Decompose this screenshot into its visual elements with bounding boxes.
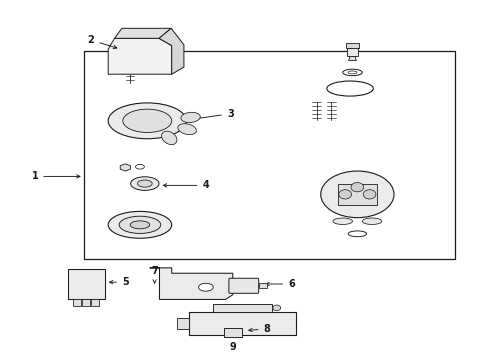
- Bar: [213, 304, 272, 312]
- Ellipse shape: [138, 180, 152, 187]
- Ellipse shape: [108, 103, 186, 139]
- Bar: [84, 51, 455, 259]
- Ellipse shape: [162, 131, 177, 145]
- Ellipse shape: [178, 124, 196, 135]
- Ellipse shape: [130, 221, 150, 229]
- Ellipse shape: [123, 109, 172, 132]
- Ellipse shape: [198, 283, 213, 291]
- Bar: [68, 269, 104, 299]
- Text: 2: 2: [88, 35, 117, 49]
- Bar: [224, 328, 242, 337]
- Text: 9: 9: [229, 342, 236, 352]
- Text: 3: 3: [185, 109, 234, 121]
- Bar: [189, 312, 296, 335]
- Ellipse shape: [108, 211, 172, 238]
- Bar: [338, 184, 377, 205]
- Text: 7: 7: [151, 266, 158, 283]
- Text: 6: 6: [266, 279, 295, 289]
- Ellipse shape: [131, 177, 159, 190]
- Bar: [91, 299, 99, 306]
- Bar: [259, 283, 268, 288]
- Ellipse shape: [321, 171, 394, 218]
- Ellipse shape: [181, 112, 200, 122]
- Polygon shape: [348, 56, 356, 60]
- Ellipse shape: [333, 218, 352, 225]
- Polygon shape: [120, 164, 130, 171]
- Bar: [82, 299, 90, 306]
- Circle shape: [351, 183, 364, 192]
- Circle shape: [339, 190, 351, 199]
- Ellipse shape: [119, 216, 161, 233]
- Polygon shape: [159, 28, 184, 74]
- Text: 4: 4: [163, 180, 209, 190]
- Polygon shape: [108, 39, 172, 74]
- Polygon shape: [115, 28, 171, 39]
- Ellipse shape: [362, 218, 382, 225]
- Bar: [346, 43, 359, 48]
- Polygon shape: [150, 268, 233, 300]
- Circle shape: [273, 305, 281, 311]
- Bar: [176, 318, 189, 329]
- Bar: [74, 299, 81, 306]
- Text: 1: 1: [31, 171, 80, 181]
- Bar: [346, 48, 358, 56]
- Text: 5: 5: [110, 277, 129, 287]
- Text: 8: 8: [249, 324, 270, 334]
- FancyBboxPatch shape: [229, 278, 259, 293]
- Circle shape: [363, 190, 376, 199]
